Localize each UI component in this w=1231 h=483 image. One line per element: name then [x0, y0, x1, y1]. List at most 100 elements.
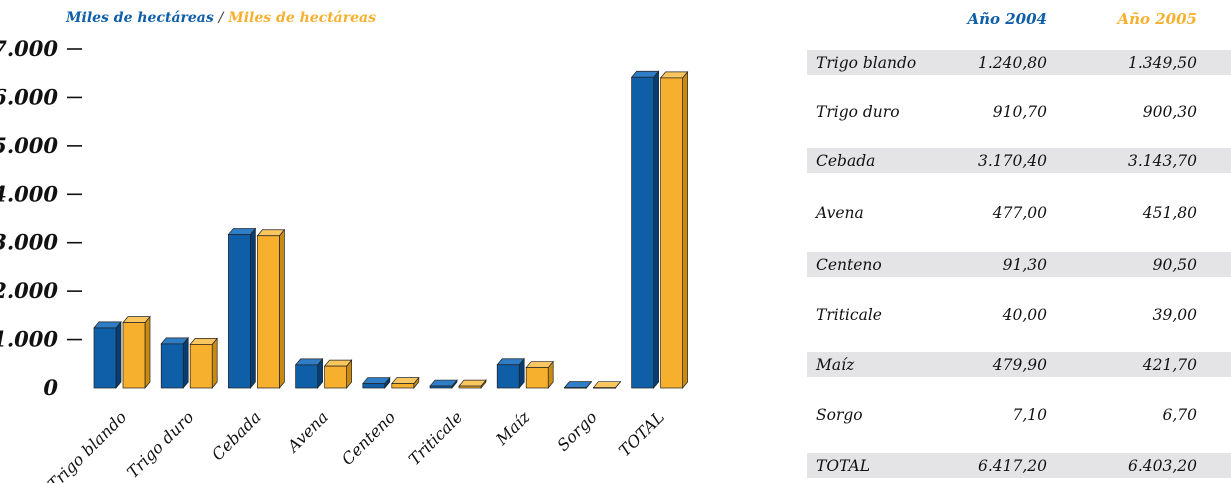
bar-2005-top [122, 316, 151, 323]
y-tick-label: 4.000 [0, 181, 58, 206]
y-tick-label: 7.000 [0, 36, 58, 61]
x-tick-label: Triticale [405, 407, 467, 469]
bar-2004-side [653, 70, 659, 389]
y-tick-label: 2.000 [0, 278, 58, 303]
bar-2005-side [682, 70, 688, 389]
bar-2005 [525, 367, 549, 389]
bar-2005-side [144, 315, 151, 389]
row-name: Cebada [816, 151, 876, 170]
row-value-2004: 91,30 [1002, 255, 1047, 274]
x-tick-label: Maíz [491, 407, 533, 449]
x-tick-label: Centeno [338, 407, 399, 468]
bar-2004-top [160, 337, 189, 345]
bar-2004-top [227, 228, 257, 235]
row-value-2004: 6.417,20 [977, 456, 1047, 475]
table-row: TOTAL 6.417,20 6.403,20 [807, 453, 1231, 478]
bar-2005-top [458, 379, 487, 387]
bar-2005-top [256, 229, 286, 237]
row-value-2004: 3.170,40 [977, 151, 1047, 170]
bar-2005 [391, 383, 415, 389]
bar-2004-side [115, 320, 122, 389]
bar-2004-top [630, 70, 660, 78]
bar-2005-side [279, 228, 285, 389]
bar-2005-top [391, 377, 420, 384]
row-value-2005: 451,80 [1142, 203, 1197, 222]
row-value-2004: 910,70 [992, 102, 1047, 121]
x-tick-label: Sorgo [553, 407, 600, 454]
y-tick-label: 3.000 [0, 230, 58, 255]
bar-2004-top [294, 358, 324, 366]
row-name: Triticale [816, 305, 882, 324]
table-row: Trigo duro 910,70 900,30 [807, 99, 1231, 124]
table-row: Centeno 91,30 90,50 [807, 252, 1231, 277]
table-row: Cebada 3.170,40 3.143,70 [807, 148, 1231, 173]
bar-2004 [160, 343, 184, 389]
header-2005: Año 2005 [1117, 10, 1197, 28]
bar-2005-top [525, 361, 554, 368]
row-value-2004: 40,00 [1002, 305, 1047, 324]
bar-2005 [660, 77, 683, 389]
bar-chart: 0 1.000 2.000 3.000 4.000 5.000 6.000 7.000 Trig… [0, 36, 689, 483]
bar-2004-top [429, 379, 458, 387]
bar-2005 [593, 387, 616, 389]
legend-2005: Miles de hectáreas [228, 10, 376, 26]
row-value-2005: 90,50 [1152, 255, 1197, 274]
row-value-2005: 1.349,50 [1127, 53, 1197, 72]
bar-2005-top [323, 359, 353, 367]
bar-2004-top [362, 377, 391, 384]
row-name: Maíz [816, 355, 855, 374]
bar-2005-top [592, 381, 622, 389]
table-row: Avena 477,00 451,80 [807, 200, 1231, 225]
bar-2005 [324, 365, 347, 389]
row-name: TOTAL [816, 456, 871, 475]
row-value-2004: 7,10 [1012, 405, 1047, 424]
x-tick-label: Trigo blando [44, 407, 131, 483]
bar-2004 [429, 385, 453, 389]
bar-2005-top [189, 338, 218, 345]
chart-legend: Miles de hectáreas / Miles de hectáreas [66, 10, 376, 26]
x-tick-label: TOTAL [615, 407, 668, 460]
bar-2004-top [563, 381, 593, 389]
header-2004: Año 2004 [967, 10, 1047, 28]
bar-2005 [458, 385, 482, 389]
row-value-2005: 6,70 [1162, 405, 1197, 424]
x-tick-label: Avena [282, 407, 332, 457]
row-name: Sorgo [816, 405, 863, 424]
bar-2004 [496, 364, 520, 389]
table-row: Triticale 40,00 39,00 [807, 302, 1231, 327]
row-name: Avena [816, 203, 864, 222]
bar-2005 [189, 344, 213, 389]
y-tick-label: 6.000 [0, 84, 58, 109]
bar-2005 [122, 322, 146, 389]
row-value-2004: 479,90 [992, 355, 1047, 374]
row-name: Trigo duro [816, 102, 900, 121]
y-tick-label: 0 [43, 375, 58, 400]
bar-2004 [631, 76, 654, 389]
bar-2004 [295, 364, 318, 389]
row-value-2005: 39,00 [1152, 305, 1197, 324]
bar-2004-top [93, 321, 122, 329]
y-tick-label: 5.000 [0, 133, 58, 158]
row-name: Centeno [816, 255, 882, 274]
bar-2005-top [659, 71, 689, 79]
table-row: Sorgo 7,10 6,70 [807, 402, 1231, 427]
row-value-2005: 421,70 [1142, 355, 1197, 374]
bar-2004 [564, 387, 587, 389]
bar-2004 [228, 234, 251, 389]
table-row: Maíz 479,90 421,70 [807, 352, 1231, 377]
x-tick-label: Trigo duro [123, 407, 197, 481]
row-value-2005: 6.403,20 [1127, 456, 1197, 475]
row-value-2005: 3.143,70 [1127, 151, 1197, 170]
x-tick-label: Cebada [208, 407, 265, 464]
y-tick-label: 1.000 [0, 327, 58, 352]
bar-2005 [257, 235, 280, 389]
row-value-2005: 900,30 [1142, 102, 1197, 121]
row-value-2004: 1.240,80 [977, 53, 1047, 72]
table-row: Trigo blando 1.240,80 1.349,50 [807, 50, 1231, 75]
legend-separator: / [218, 10, 224, 26]
bar-2004-side [182, 336, 189, 389]
bar-2004-top [496, 358, 525, 366]
bar-2004-side [250, 227, 256, 389]
bar-2005-side [211, 337, 218, 389]
bar-2004 [93, 327, 117, 389]
